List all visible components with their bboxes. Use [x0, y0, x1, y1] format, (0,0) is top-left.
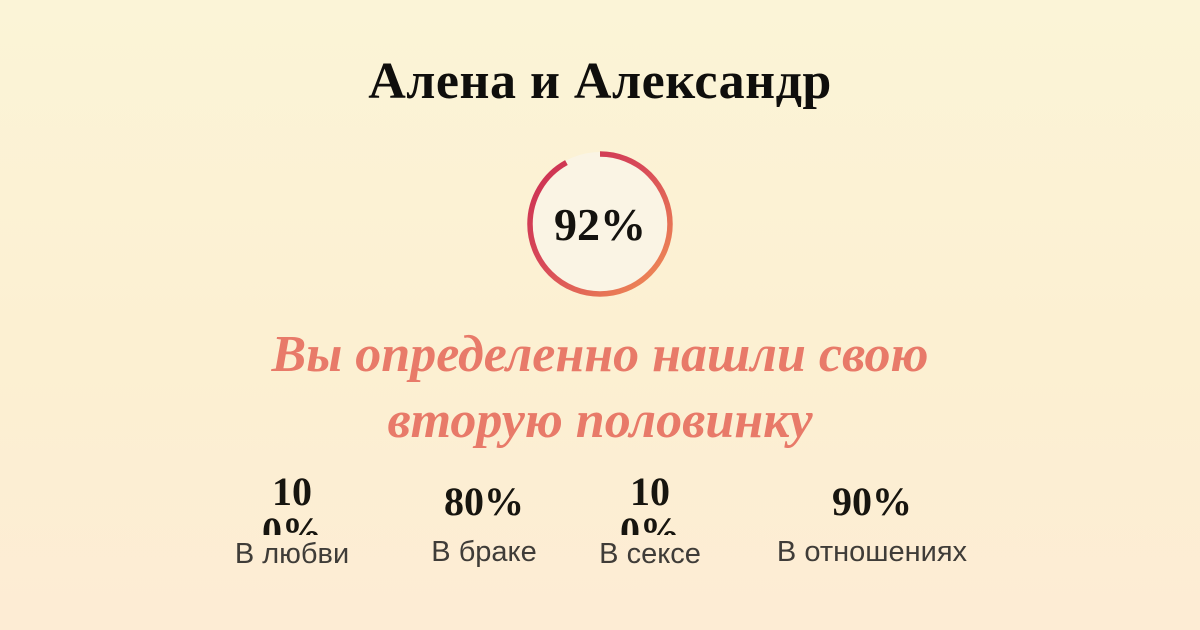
stat-marriage-value-line-1: 80%	[443, 478, 524, 524]
ring-inner-circle	[528, 152, 672, 296]
stat-love-value: 10 0%	[235, 470, 349, 536]
stat-sex-value: 10 0%	[599, 470, 701, 536]
compatibility-ring-svg	[527, 151, 673, 297]
stat-relationship-value-line-1: 90%	[831, 478, 912, 524]
verdict-line-1: Вы определенно нашли свою	[271, 326, 929, 383]
stat-marriage: 80% В браке	[431, 470, 536, 569]
stat-love-value-line-2: 0%	[261, 509, 322, 536]
stat-sex-label: В сексе	[599, 538, 701, 570]
stat-relationship: 90% В отношениях	[777, 470, 967, 569]
stats-row: 10 0% В любви 80% В браке 10 0% В сексе …	[0, 470, 1200, 580]
stat-sex-value-line-1: 10	[629, 470, 670, 514]
compatibility-ring: 92%	[524, 148, 676, 300]
stat-sex-value-line-2: 0%	[619, 509, 680, 536]
ring-progress-arc	[527, 151, 673, 297]
stat-relationship-label: В отношениях	[776, 536, 968, 568]
couple-names-title: Алена и Александр	[368, 53, 832, 110]
stat-marriage-value: 80%	[431, 470, 536, 533]
compatibility-percent: 92%	[554, 199, 646, 250]
verdict-line-2: вторую половинку	[387, 392, 813, 449]
stat-sex: 10 0% В сексе	[599, 470, 701, 571]
stat-marriage-label: В браке	[431, 536, 537, 568]
verdict-text: Вы определенно нашли свою вторую половин…	[0, 322, 1200, 454]
stat-love: 10 0% В любви	[235, 470, 349, 571]
stat-love-label: В любви	[234, 538, 350, 570]
stat-love-value-line-1: 10	[271, 470, 312, 514]
stat-relationship-value: 90%	[777, 470, 967, 533]
